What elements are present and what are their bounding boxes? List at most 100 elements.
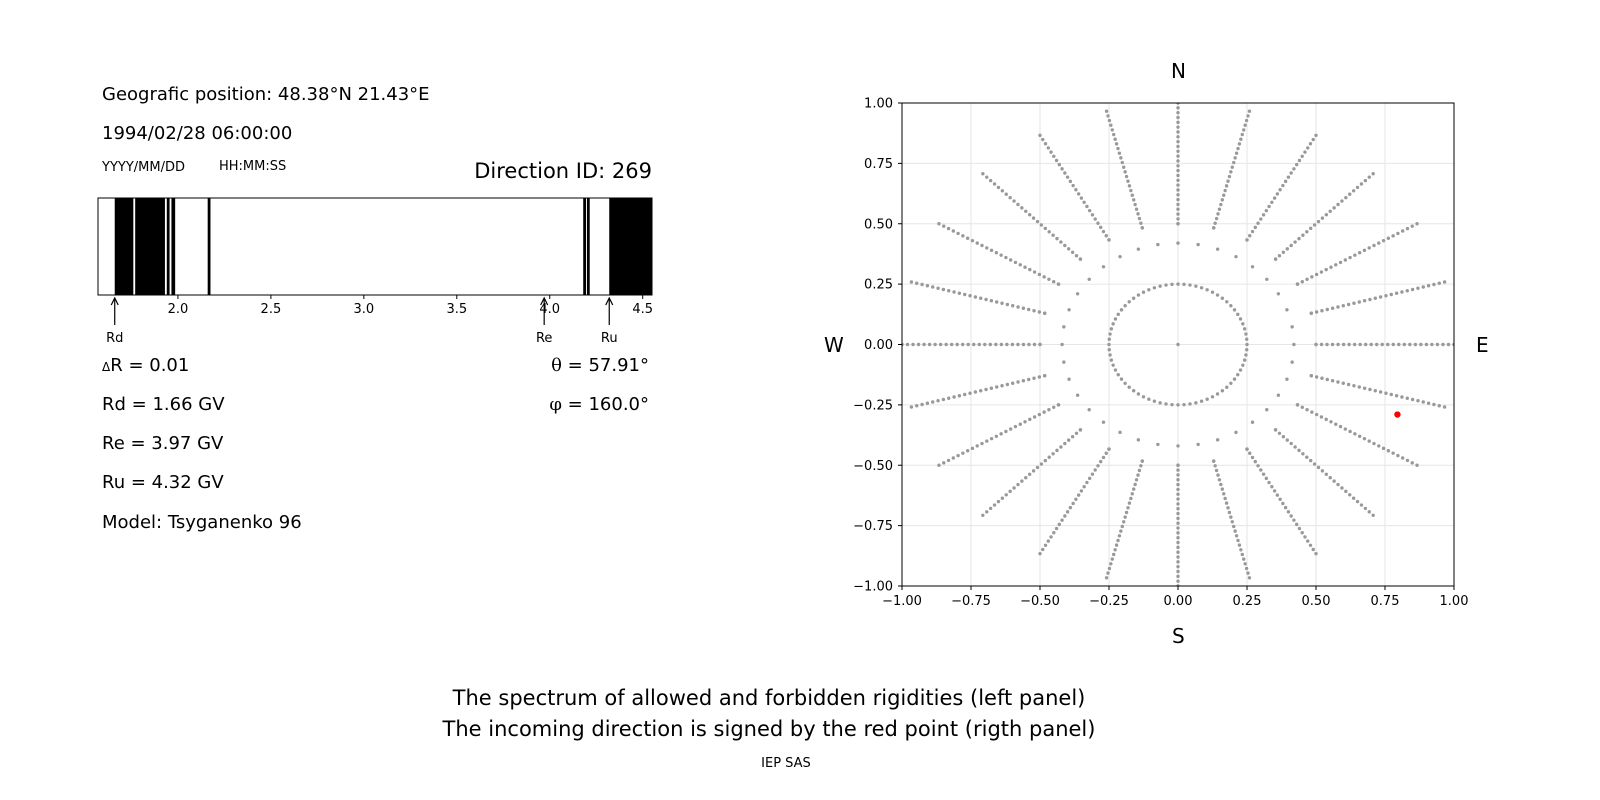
direction-point [1305, 455, 1309, 459]
direction-point [1109, 327, 1114, 331]
direction-point [931, 285, 935, 289]
y-tick-label: −0.75 [853, 519, 893, 534]
direction-point [1012, 199, 1016, 203]
direction-point [942, 224, 946, 228]
direction-point [1059, 445, 1063, 449]
direction-point [1176, 478, 1180, 482]
direction-point [1220, 296, 1225, 300]
direction-point [1023, 265, 1027, 269]
direction-point [1205, 397, 1209, 401]
direction-point [1309, 458, 1313, 463]
direction-point [915, 404, 919, 408]
direction-point [1362, 299, 1367, 303]
direction-point [1357, 300, 1361, 304]
direction-point [1246, 114, 1250, 118]
direction-point [1277, 431, 1282, 435]
direction-point [985, 175, 989, 179]
direction-point [956, 453, 960, 458]
direction-point [1010, 342, 1015, 347]
direction-point [963, 392, 967, 397]
direction-point [1107, 348, 1111, 352]
direction-point [1232, 308, 1237, 312]
direction-point [1410, 287, 1415, 292]
direction-point [1214, 468, 1219, 473]
direction-point [1213, 221, 1217, 225]
direction-point [925, 284, 930, 288]
direction-point [1136, 392, 1141, 396]
direction-point [1405, 226, 1410, 231]
direction-point [970, 446, 975, 451]
direction-point [1224, 184, 1229, 188]
direction-point [1351, 189, 1356, 193]
direction-point [968, 294, 972, 298]
direction-point [1133, 202, 1137, 207]
direction-point [1176, 540, 1180, 545]
direction-point [1056, 403, 1061, 407]
direction-point [1273, 428, 1278, 432]
direction-point [1267, 480, 1271, 485]
direction-point [1410, 224, 1414, 228]
direction-point [1236, 146, 1240, 151]
direction-point [1043, 142, 1048, 146]
direction-point [1196, 242, 1200, 247]
direction-point [1176, 282, 1180, 286]
direction-point [1253, 225, 1257, 230]
direction-point [1136, 293, 1141, 297]
direction-point [1303, 535, 1307, 539]
direction-point [1101, 229, 1106, 234]
direction-point [1363, 178, 1368, 183]
direction-point [1234, 534, 1239, 538]
direction-point [1421, 400, 1425, 404]
direction-point [1229, 515, 1233, 519]
direction-point [1112, 552, 1116, 557]
direction-point [933, 342, 937, 347]
direction-point [1229, 170, 1233, 174]
direction-point [1110, 128, 1114, 132]
direction-point [1301, 452, 1305, 456]
direction-point [961, 342, 965, 347]
direction-point [1396, 231, 1400, 236]
datetime: 1994/02/28 06:00:00 [102, 123, 293, 144]
direction-point [989, 386, 994, 390]
direction-point [1357, 251, 1362, 255]
direction-point [1212, 459, 1216, 463]
direction-point [1278, 188, 1282, 192]
direction-point [1199, 399, 1204, 403]
direction-point [1222, 492, 1226, 496]
marker-label-rd: Rd [106, 331, 123, 346]
direction-point [1309, 311, 1313, 315]
direction-point [1230, 520, 1234, 524]
direction-point [1047, 277, 1051, 281]
direction-point [1358, 342, 1362, 347]
direction-point [951, 456, 956, 460]
direction-point [1067, 247, 1071, 251]
direction-point [980, 243, 984, 248]
direction-point [1310, 275, 1314, 279]
direction-point [1047, 408, 1051, 412]
direction-point [1051, 452, 1055, 456]
direction-point [1005, 382, 1010, 387]
direction-point [1236, 312, 1240, 317]
direction-point [1213, 464, 1217, 468]
direction-point [1355, 499, 1360, 504]
direction-point [961, 451, 965, 455]
direction-point [1182, 282, 1186, 287]
direction-point [1253, 459, 1257, 464]
direction-point [1164, 283, 1168, 287]
direction-point [1405, 289, 1409, 293]
direction-point [1104, 109, 1109, 113]
direction-point [1297, 526, 1302, 531]
direction-point [1046, 539, 1050, 543]
direction-point [1292, 342, 1296, 347]
direction-point [1132, 198, 1136, 202]
direction-point [1346, 382, 1351, 387]
direction-point [1176, 536, 1180, 540]
compass-south: S [1172, 624, 1185, 648]
direction-point [1367, 175, 1371, 179]
forbidden-band [171, 198, 176, 295]
direction-point [988, 178, 993, 183]
direction-point [1011, 381, 1015, 385]
direction-point [1300, 154, 1304, 158]
direction-point [1212, 226, 1216, 230]
direction-point [1413, 342, 1418, 347]
